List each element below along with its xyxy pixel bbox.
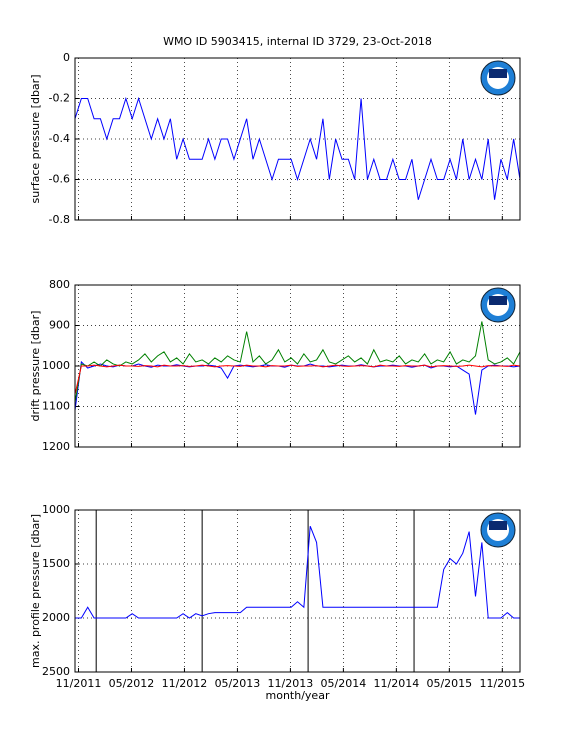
- y-tick-label: 0: [63, 51, 70, 64]
- y-axis-label: max. profile pressure [dbar]: [29, 514, 42, 668]
- x-tick-label: 11/2014: [374, 677, 420, 690]
- plot-area: [75, 510, 520, 672]
- noaa-logo: [480, 287, 516, 323]
- y-tick-label: -0.2: [49, 92, 70, 105]
- x-tick-label: 11/2015: [479, 677, 525, 690]
- noaa-logo: [480, 60, 516, 96]
- plot-area: [75, 58, 520, 220]
- y-tick-label: 800: [49, 278, 70, 291]
- x-tick-label: 11/2013: [268, 677, 314, 690]
- x-tick-label: 05/2015: [426, 677, 472, 690]
- plot-frame: [74, 509, 521, 673]
- y-tick-label: 1000: [42, 503, 70, 516]
- x-axis-label: month/year: [266, 689, 330, 702]
- y-tick-label: -0.6: [49, 173, 70, 186]
- x-tick-label: 05/2014: [321, 677, 367, 690]
- plot-frame: [74, 284, 521, 448]
- y-tick-label: 2000: [42, 611, 70, 624]
- x-tick-label: 11/2012: [162, 677, 208, 690]
- y-axis-label: surface pressure [dbar]: [29, 75, 42, 204]
- data-line: [74, 321, 521, 403]
- y-tick-label: -0.8: [49, 213, 70, 226]
- y-tick-label: 2500: [42, 665, 70, 678]
- x-tick-label: 05/2012: [109, 677, 155, 690]
- y-tick-label: 1000: [42, 359, 70, 372]
- data-line: [74, 96, 521, 200]
- x-tick-label: 11/2011: [56, 677, 102, 690]
- y-tick-label: 1100: [42, 400, 70, 413]
- data-line: [75, 526, 520, 619]
- data-line: [74, 364, 521, 395]
- chart-title: WMO ID 5903415, internal ID 3729, 23-Oct…: [163, 35, 432, 48]
- y-tick-label: 1500: [42, 557, 70, 570]
- y-axis-label: drift pressure [dbar]: [29, 311, 42, 422]
- logos: [480, 60, 516, 548]
- y-tick-label: 1200: [42, 440, 70, 453]
- y-tick-label: -0.4: [49, 132, 70, 145]
- x-tick-label: 05/2013: [215, 677, 261, 690]
- plot-frame: [74, 57, 521, 221]
- noaa-logo: [480, 512, 516, 548]
- y-tick-label: 900: [49, 319, 70, 332]
